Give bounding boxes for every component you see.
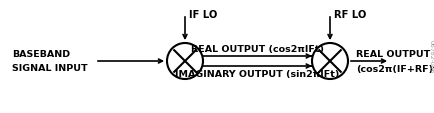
Text: 06782-006: 06782-006 [427,40,433,73]
Text: REAL OUTPUT (cos2πIFt): REAL OUTPUT (cos2πIFt) [191,45,323,54]
Text: IF LO: IF LO [188,10,217,20]
Text: RF LO: RF LO [333,10,365,20]
Text: (cos2π(IF+RF)t): (cos2π(IF+RF)t) [355,64,434,73]
Text: REAL OUTPUT: REAL OUTPUT [355,50,429,59]
Text: BASEBAND: BASEBAND [12,50,70,59]
Text: IMAGINARY OUTPUT (sin2πIFt): IMAGINARY OUTPUT (sin2πIFt) [175,69,339,78]
Text: SIGNAL INPUT: SIGNAL INPUT [12,64,87,73]
